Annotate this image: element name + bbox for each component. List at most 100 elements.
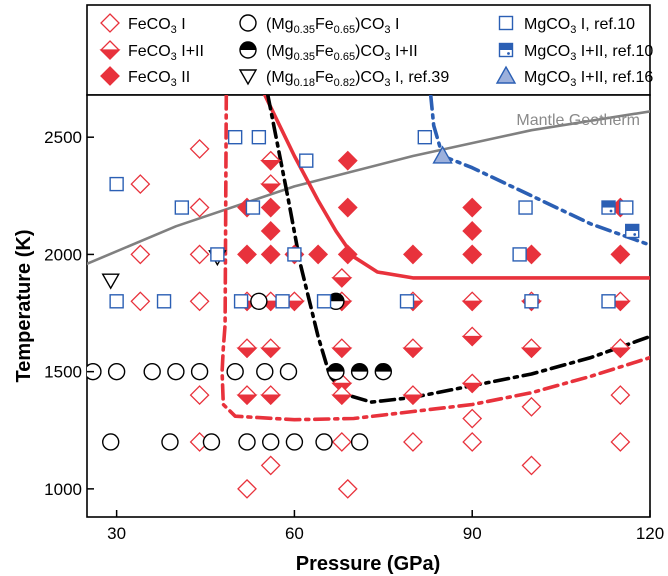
- legend-label-part: 0.35: [294, 51, 315, 63]
- data-point-series-4: [327, 292, 345, 311]
- data-point-series-3: [238, 433, 256, 451]
- data-point-series-3: [107, 362, 126, 381]
- legend-label-part: I, ref.10: [576, 16, 635, 33]
- phase-boundary-curve-2: [266, 95, 650, 404]
- data-point-series-3: [102, 433, 120, 451]
- marker-outline: [331, 432, 352, 452]
- marker-outline: [107, 362, 126, 381]
- marker-fill: [337, 197, 358, 218]
- marker-half-fill: [331, 277, 353, 288]
- legend-label-part: )CO: [355, 43, 384, 60]
- data-point-series-0: [237, 478, 257, 499]
- marker-half-fill: [331, 347, 353, 359]
- data-point-series-6: [210, 247, 225, 262]
- marker-outline: [109, 294, 124, 309]
- legend-label-part: FeCO: [128, 16, 171, 33]
- marker-dot: [609, 209, 613, 213]
- legend-marker-7: [498, 42, 514, 58]
- marker-outline: [495, 65, 517, 84]
- marker-half-fill: [520, 347, 543, 359]
- marker-outline: [315, 433, 333, 451]
- marker-outline: [130, 291, 151, 312]
- marker-half-fill: [331, 394, 353, 406]
- data-point-series-6: [174, 200, 190, 215]
- y-tick-label: 1000: [44, 480, 82, 499]
- data-point-series-3: [285, 433, 304, 451]
- marker-dot: [633, 233, 637, 236]
- data-point-series-4: [350, 362, 369, 381]
- marker-half-fill: [236, 347, 258, 359]
- legend-label-part: 3: [570, 77, 576, 89]
- data-point-series-6: [299, 153, 314, 168]
- marker-outline: [601, 294, 616, 309]
- marker-half-fill: [461, 382, 483, 394]
- legend-label-7: MgCO3 I+II, ref.10: [524, 43, 653, 63]
- marker-half-fill: [402, 394, 424, 406]
- marker-outline: [299, 153, 314, 168]
- data-point-series-6: [245, 200, 261, 215]
- marker-half-fill: [351, 363, 368, 372]
- data-point-series-2: [610, 244, 631, 265]
- marker-outline: [287, 247, 302, 262]
- data-point-series-5: [101, 273, 120, 290]
- marker-outline: [210, 247, 225, 262]
- data-point-series-1: [331, 338, 353, 359]
- data-point-series-2: [308, 244, 329, 265]
- legend-label-part: I: [177, 16, 186, 33]
- data-point-series-2: [462, 221, 483, 241]
- marker-outline: [262, 433, 280, 451]
- marker-half-fill: [260, 394, 282, 406]
- data-point-series-0: [189, 291, 210, 312]
- legend-label-part: 3: [384, 77, 390, 89]
- data-point-series-2: [337, 197, 358, 218]
- legend-label-part: 0.18: [294, 77, 315, 89]
- data-point-series-4: [327, 362, 345, 381]
- data-point-series-1: [402, 338, 424, 359]
- data-point-series-2: [260, 197, 281, 218]
- marker-outline: [161, 433, 179, 451]
- legend-marker-8: [495, 65, 517, 84]
- data-point-series-0: [462, 432, 483, 452]
- marker-half-fill: [609, 300, 631, 312]
- marker-outline: [279, 362, 298, 381]
- data-point-series-1: [331, 267, 353, 288]
- marker-half-fill: [240, 42, 256, 50]
- y-tick-label: 2000: [44, 245, 82, 264]
- marker-outline: [619, 200, 634, 215]
- legend-label-part: 3: [384, 51, 390, 63]
- legend-label-1: FeCO3 I+II: [128, 43, 204, 63]
- marker-outline: [189, 385, 210, 406]
- legend-label-part: I: [391, 16, 400, 33]
- marker-outline: [337, 478, 358, 499]
- marker-half-fill: [402, 347, 424, 359]
- curve-mantle-geotherm: [87, 110, 650, 266]
- marker-half-fill: [609, 347, 631, 359]
- marker-outline: [102, 433, 120, 451]
- legend-label-part: 3: [171, 24, 177, 36]
- data-point-series-6: [233, 294, 249, 309]
- marker-outline: [189, 197, 210, 218]
- marker-outline: [233, 294, 249, 309]
- marker-outline: [190, 362, 209, 381]
- data-point-series-6: [156, 294, 172, 309]
- marker-fill: [337, 150, 358, 171]
- legend-label-part: I+II, ref.10: [576, 43, 653, 60]
- marker-outline: [462, 408, 483, 429]
- data-point-series-4: [374, 362, 393, 381]
- marker-outline: [316, 294, 332, 309]
- data-point-series-1: [260, 174, 282, 195]
- legend-label-part: 0.35: [294, 24, 315, 36]
- data-point-series-2: [462, 197, 483, 218]
- axes-layer: 30 60 90 120 1000 1500 2000 2500: [44, 128, 664, 543]
- data-point-series-3: [315, 433, 333, 451]
- marker-outline: [238, 433, 256, 451]
- marker-half-fill: [461, 300, 483, 312]
- legend-label-part: (Mg: [266, 16, 294, 33]
- marker-outline: [237, 478, 257, 499]
- marker-outline: [403, 432, 423, 452]
- legend-marker-6: [498, 15, 514, 31]
- marker-half-fill: [461, 335, 483, 347]
- marker-outline: [610, 432, 631, 452]
